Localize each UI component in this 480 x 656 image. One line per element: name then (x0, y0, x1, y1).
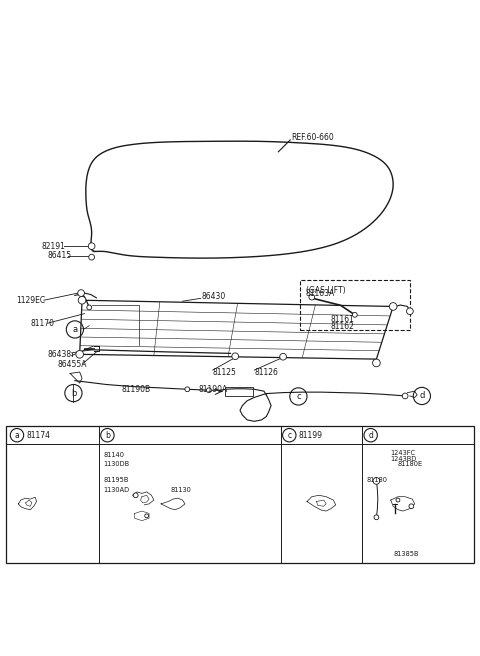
Text: 81174: 81174 (26, 431, 50, 440)
Circle shape (185, 387, 190, 392)
Circle shape (407, 308, 413, 315)
Circle shape (374, 515, 379, 520)
Text: 1243FC: 1243FC (390, 450, 415, 456)
Text: 82191: 82191 (41, 241, 65, 251)
Text: d: d (368, 431, 373, 440)
Text: 1243BD: 1243BD (390, 456, 416, 462)
Circle shape (145, 514, 149, 518)
Circle shape (206, 388, 211, 392)
Text: 81385B: 81385B (393, 551, 419, 557)
Text: 81195B: 81195B (104, 477, 129, 483)
Circle shape (402, 393, 408, 399)
Bar (300, 280, 410, 331)
Circle shape (372, 359, 380, 367)
Circle shape (396, 498, 400, 502)
Text: 86455A: 86455A (57, 360, 87, 369)
Text: a: a (14, 431, 19, 440)
Circle shape (78, 297, 86, 304)
Text: 81180: 81180 (367, 477, 388, 483)
Text: 81162: 81162 (331, 322, 355, 331)
Text: 1130AD: 1130AD (104, 487, 130, 493)
Circle shape (76, 350, 84, 358)
Text: 81126: 81126 (254, 367, 278, 377)
Circle shape (133, 493, 138, 498)
Text: 81161: 81161 (331, 316, 355, 324)
Text: c: c (287, 431, 291, 440)
Text: 81199: 81199 (299, 431, 323, 440)
Text: b: b (105, 431, 110, 440)
Text: 81140: 81140 (104, 452, 125, 458)
Text: 1129EC: 1129EC (16, 296, 45, 305)
Circle shape (389, 302, 397, 310)
Text: REF.60-660: REF.60-660 (292, 133, 335, 142)
Text: 81170: 81170 (31, 319, 55, 328)
Text: 86430: 86430 (202, 293, 226, 301)
Circle shape (232, 353, 239, 359)
Text: (GAS LIFT): (GAS LIFT) (306, 286, 345, 295)
Text: 81163A: 81163A (306, 289, 335, 298)
Circle shape (88, 243, 95, 249)
Text: 81180E: 81180E (398, 461, 423, 468)
Circle shape (409, 504, 414, 508)
Circle shape (89, 255, 95, 260)
Circle shape (309, 295, 315, 300)
Text: a: a (72, 325, 77, 334)
Text: 1130DB: 1130DB (104, 461, 130, 468)
Text: 81130: 81130 (170, 487, 192, 493)
Text: 81190B: 81190B (122, 384, 151, 394)
Bar (225, 387, 253, 396)
Text: 86438: 86438 (48, 350, 72, 359)
Text: c: c (296, 392, 300, 401)
Circle shape (280, 354, 287, 360)
Text: 81125: 81125 (213, 367, 237, 377)
Bar (6, 426, 474, 564)
Text: 86415: 86415 (47, 251, 71, 260)
Circle shape (78, 290, 84, 297)
Circle shape (352, 312, 357, 318)
Text: 81190A: 81190A (198, 384, 228, 394)
Text: d: d (419, 392, 424, 400)
Circle shape (87, 305, 92, 310)
Text: b: b (71, 388, 76, 398)
Circle shape (373, 478, 380, 484)
